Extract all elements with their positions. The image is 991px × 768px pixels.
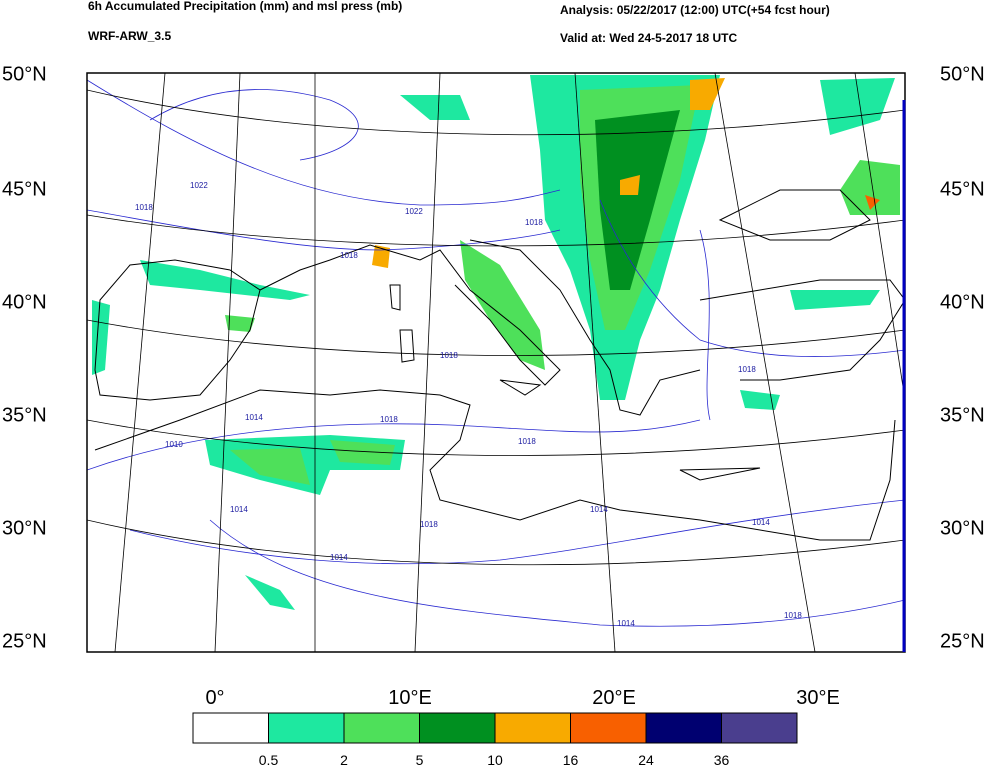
map-labels: 50°N 50°N 45°N 45°N 40°N 40°N 35°N 35°N 30°N 30°N…: [2, 63, 985, 709]
isobar-label: 1022: [405, 207, 423, 216]
legend-swatch: [192, 712, 269, 744]
valid-time: Valid at: Wed 24-5-2017 18 UTC: [560, 31, 738, 45]
isobar-label: 1022: [190, 181, 208, 190]
isobars: [87, 79, 905, 627]
lat-label: 50°N: [2, 63, 47, 85]
isobar-label: 1014: [330, 553, 348, 562]
isobar-label: 1018: [440, 351, 458, 360]
legend-swatch: [268, 712, 345, 744]
legend-label: 24: [638, 752, 654, 768]
isobar-label: 1018: [135, 203, 153, 212]
isobar-label: 1010: [165, 440, 183, 449]
isobar-label: 1018: [380, 415, 398, 424]
analysis-time: Analysis: 05/22/2017 (12:00) UTC(+54 fcs…: [560, 3, 830, 17]
map-area: [86, 72, 906, 653]
legend-label: 2: [340, 752, 348, 768]
map-frame: [86, 72, 906, 653]
lon-label: 10°E: [388, 687, 432, 709]
lat-label: 40°N: [940, 291, 985, 313]
graticule: [87, 73, 905, 652]
precipitation: [92, 75, 900, 610]
isobar-label: 1018: [738, 365, 756, 374]
legend-swatch: [721, 712, 798, 744]
isobar-label: 1018: [340, 251, 358, 260]
legend-swatch: [419, 712, 496, 744]
model-name: WRF-ARW_3.5: [88, 29, 171, 43]
isobar-label: 1018: [784, 611, 802, 620]
lat-label: 30°N: [2, 517, 47, 539]
legend-label: 0.5: [259, 752, 279, 768]
lat-label: 40°N: [2, 291, 47, 313]
legend-swatch: [645, 712, 722, 744]
isobar-label: 1014: [590, 505, 608, 514]
isobar-label: 1014: [230, 505, 248, 514]
map-title: 6h Accumulated Precipitation (mm) and ms…: [88, 0, 402, 13]
lat-label: 50°N: [940, 63, 985, 85]
legend-swatch: [343, 712, 420, 744]
isobar-label: 1018: [525, 218, 543, 227]
legend-label: 5: [416, 752, 424, 768]
isobar-label: 1014: [752, 518, 770, 527]
lat-label: 35°N: [940, 404, 985, 426]
lat-label: 35°N: [2, 404, 47, 426]
coastlines: [94, 189, 905, 541]
lat-label: 25°N: [2, 630, 47, 652]
lon-label: 20°E: [592, 687, 636, 709]
lat-label: 30°N: [940, 517, 985, 539]
legend-label: 10: [487, 752, 503, 768]
isobar-label: 1018: [518, 437, 536, 446]
lat-label: 45°N: [940, 178, 985, 200]
lon-label: 0°: [205, 687, 224, 709]
isobar-label: 1014: [245, 413, 263, 422]
lat-label: 25°N: [940, 630, 985, 652]
legend-swatch: [494, 712, 571, 744]
lon-label: 30°E: [796, 687, 840, 709]
isobar-label: 1014: [617, 619, 635, 628]
isobar-label: 1018: [420, 520, 438, 529]
legend-label: 16: [563, 752, 579, 768]
lat-label: 45°N: [2, 178, 47, 200]
legend-swatch: [570, 712, 647, 744]
legend-label: 36: [714, 752, 730, 768]
legend: 0.5 2 5 10 16 24 36: [192, 712, 798, 768]
